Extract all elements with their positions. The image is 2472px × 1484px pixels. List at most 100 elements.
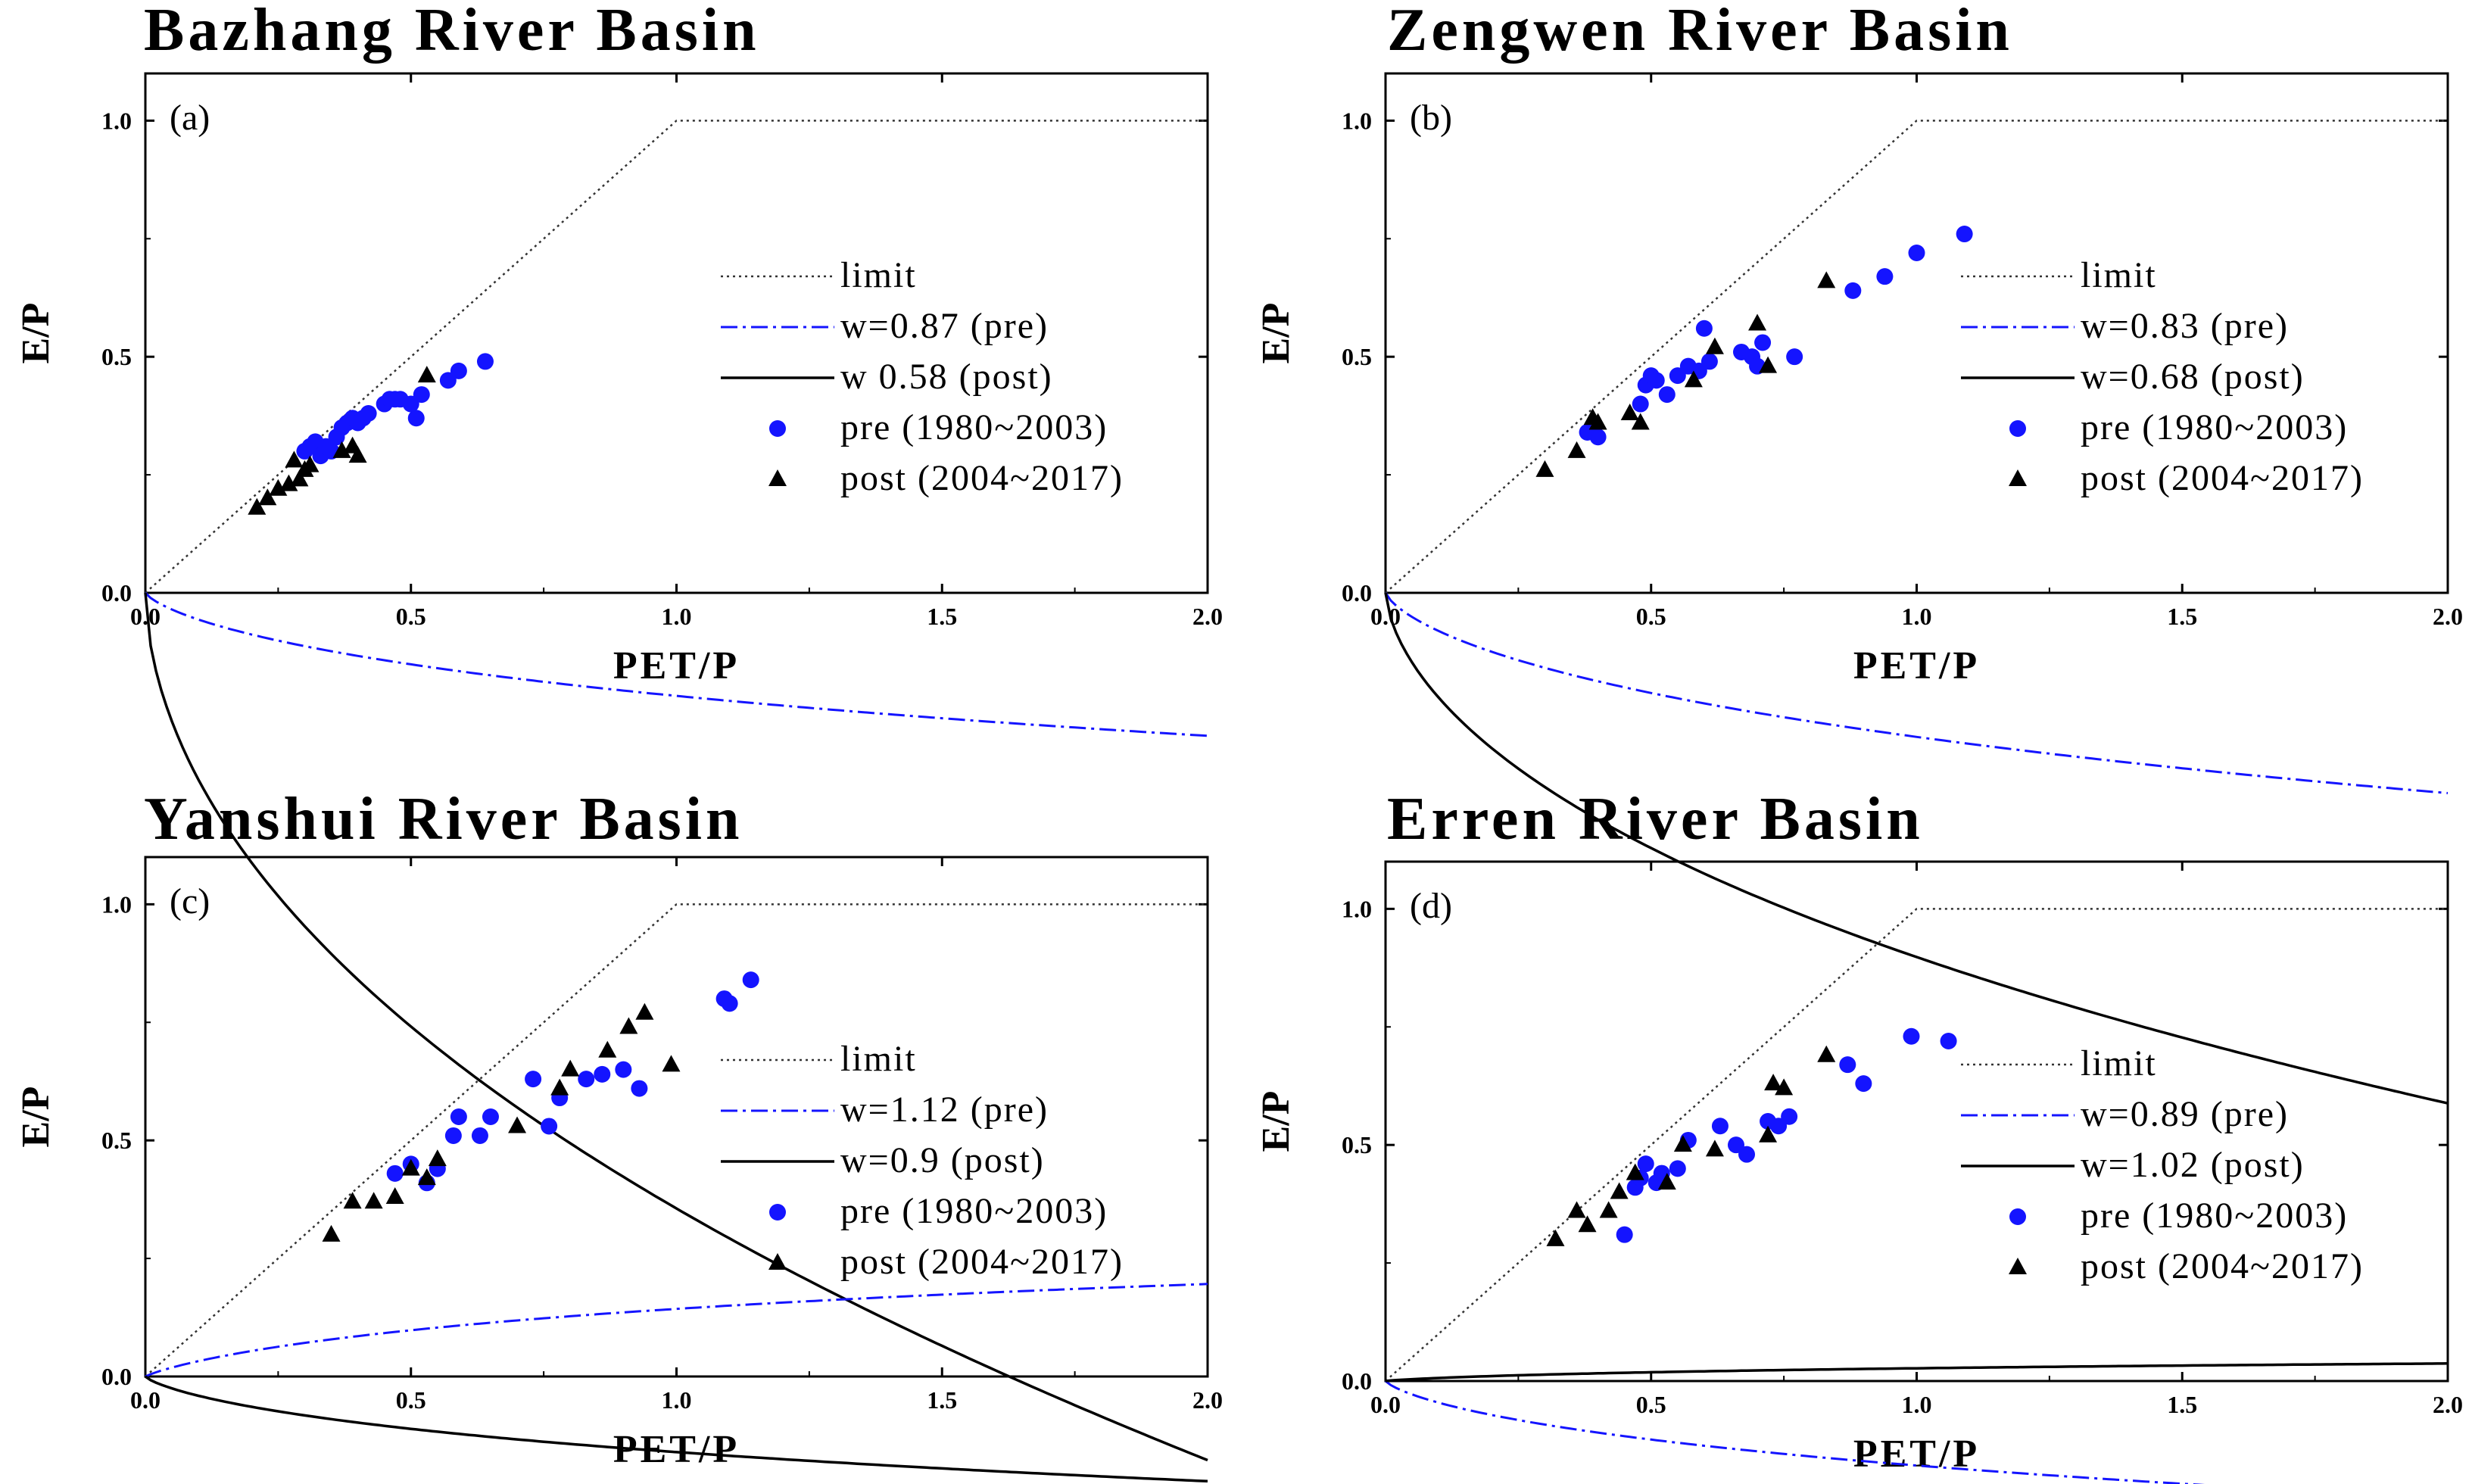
legend-triangle-marker: [768, 1253, 787, 1270]
panel-label: (b): [1410, 98, 1452, 138]
x-tick-label: 1.5: [2167, 603, 2197, 630]
post-point: [1764, 1074, 1783, 1091]
post-point: [279, 474, 298, 491]
x-tick-label: 2.0: [2433, 603, 2463, 630]
fu-curve-post: [1385, 1362, 2449, 1383]
x-tick-label: 2.0: [2433, 1391, 2463, 1418]
pre-point: [1903, 1027, 1920, 1045]
post-point: [1535, 460, 1554, 477]
fu-curve-pre: [145, 1283, 1208, 1378]
y-tick-label: 1.0: [1342, 107, 1372, 134]
post-point: [258, 488, 277, 506]
x-tick-label: 0.0: [130, 603, 161, 630]
post-point: [598, 1040, 617, 1058]
post-point: [1631, 413, 1650, 430]
post-point: [332, 441, 351, 458]
pre-point: [1647, 372, 1665, 389]
legend-triangle-marker: [2009, 469, 2027, 486]
chart-panel-d: Erren River Basin 0.0 0.5 1.0 1.5 2.0 0.0 0.5 1.…: [1255, 786, 2463, 1484]
post-point: [1705, 1140, 1724, 1157]
x-tick-label: 1.5: [2167, 1391, 2197, 1418]
pre-point: [1940, 1032, 1957, 1049]
post-point: [1748, 313, 1767, 331]
pre-point: [742, 971, 759, 989]
pre-point: [1839, 1056, 1856, 1074]
limit-line: [1385, 120, 2448, 594]
y-axis-label: E/P: [14, 1086, 58, 1148]
chart-title: Yanshui River Basin: [144, 786, 743, 853]
pre-point: [1908, 244, 1925, 261]
y-tick-label: 0.0: [1342, 1367, 1372, 1395]
pre-point: [386, 1164, 404, 1182]
x-tick-label: 2.0: [1192, 603, 1223, 630]
x-tick-label: 1.0: [662, 603, 692, 630]
x-tick-label: 0.0: [1370, 603, 1401, 630]
post-point: [1588, 413, 1607, 430]
legend-label: post (2004~2017): [840, 458, 1124, 498]
y-tick-label: 0.5: [101, 1127, 132, 1154]
y-tick-label: 0.0: [101, 1363, 132, 1390]
pre-point: [450, 362, 467, 379]
legend-circle-marker: [2009, 1208, 2026, 1225]
x-tick-label: 1.0: [662, 1386, 692, 1414]
pre-point: [444, 1127, 462, 1144]
x-tick-label: 0.5: [396, 1386, 426, 1414]
pre-point: [1844, 282, 1862, 299]
chart-title: Erren River Basin: [1387, 786, 1924, 853]
post-point: [1684, 370, 1703, 388]
pre-point: [594, 1065, 611, 1083]
pre-point: [1637, 1155, 1654, 1173]
post-point: [550, 1078, 569, 1096]
post-point: [301, 455, 320, 472]
post-point: [1657, 1173, 1676, 1190]
pre-point: [450, 1108, 467, 1125]
pre-point: [1658, 386, 1676, 404]
post-point: [1817, 271, 1836, 288]
post-point: [322, 1224, 341, 1242]
legend: limit w=0.83 (pre) w=0.68 (post) pre (1980~…: [1961, 255, 2362, 498]
x-tick-label: 1.5: [927, 1386, 957, 1414]
x-tick-label: 1.0: [1902, 603, 1932, 630]
post-point: [508, 1116, 527, 1133]
pre-point: [439, 372, 457, 389]
post-point: [1599, 1201, 1618, 1218]
y-tick-label: 1.0: [1342, 895, 1372, 922]
legend-label: w=0.89 (pre): [2081, 1094, 2289, 1134]
legend-label: w=0.83 (pre): [2081, 306, 2289, 346]
fu-curve-post: [1384, 592, 2449, 1105]
post-point: [385, 1187, 404, 1205]
fu-curve-post: [145, 1375, 1208, 1483]
post-point: [417, 366, 436, 383]
post-point: [1620, 404, 1639, 421]
chart-panels: Bazhang River Basin 0.0 0.5 1.0 1.5 2.0 0.0 0.5…: [14, 0, 2463, 1484]
legend-label: w=0.87 (pre): [840, 306, 1049, 346]
legend-label: limit: [2081, 1043, 2157, 1083]
legend-label: w=1.12 (pre): [840, 1090, 1049, 1130]
post-point: [1817, 1045, 1836, 1062]
y-tick-label: 0.5: [1342, 1131, 1372, 1158]
post-point: [248, 497, 267, 515]
x-tick-label: 0.5: [1636, 603, 1666, 630]
post-point: [1705, 337, 1724, 354]
pre-point: [1754, 334, 1772, 351]
post-point: [269, 479, 288, 496]
pre-point: [1781, 1108, 1798, 1125]
post-point: [428, 1149, 447, 1167]
panel-label: (a): [170, 98, 210, 138]
pre-point: [1727, 1136, 1744, 1154]
legend-label: limit: [840, 255, 917, 295]
pre-point: [1786, 348, 1803, 366]
pre-point: [578, 1071, 595, 1088]
chart-title: Zengwen River Basin: [1387, 0, 2013, 64]
x-axis-label: PET/P: [613, 644, 740, 687]
legend: limit w=1.12 (pre) w=0.9 (post) pre (1980~2…: [721, 1039, 1122, 1282]
post-point: [1567, 1201, 1586, 1218]
y-tick-label: 0.0: [101, 579, 132, 606]
post-point: [662, 1055, 681, 1072]
y-tick-label: 1.0: [101, 107, 132, 134]
pre-point: [1956, 226, 1973, 243]
legend-label: pre (1980~2003): [2081, 1196, 2348, 1236]
pre-point: [407, 410, 425, 427]
pre-point: [1700, 353, 1718, 370]
